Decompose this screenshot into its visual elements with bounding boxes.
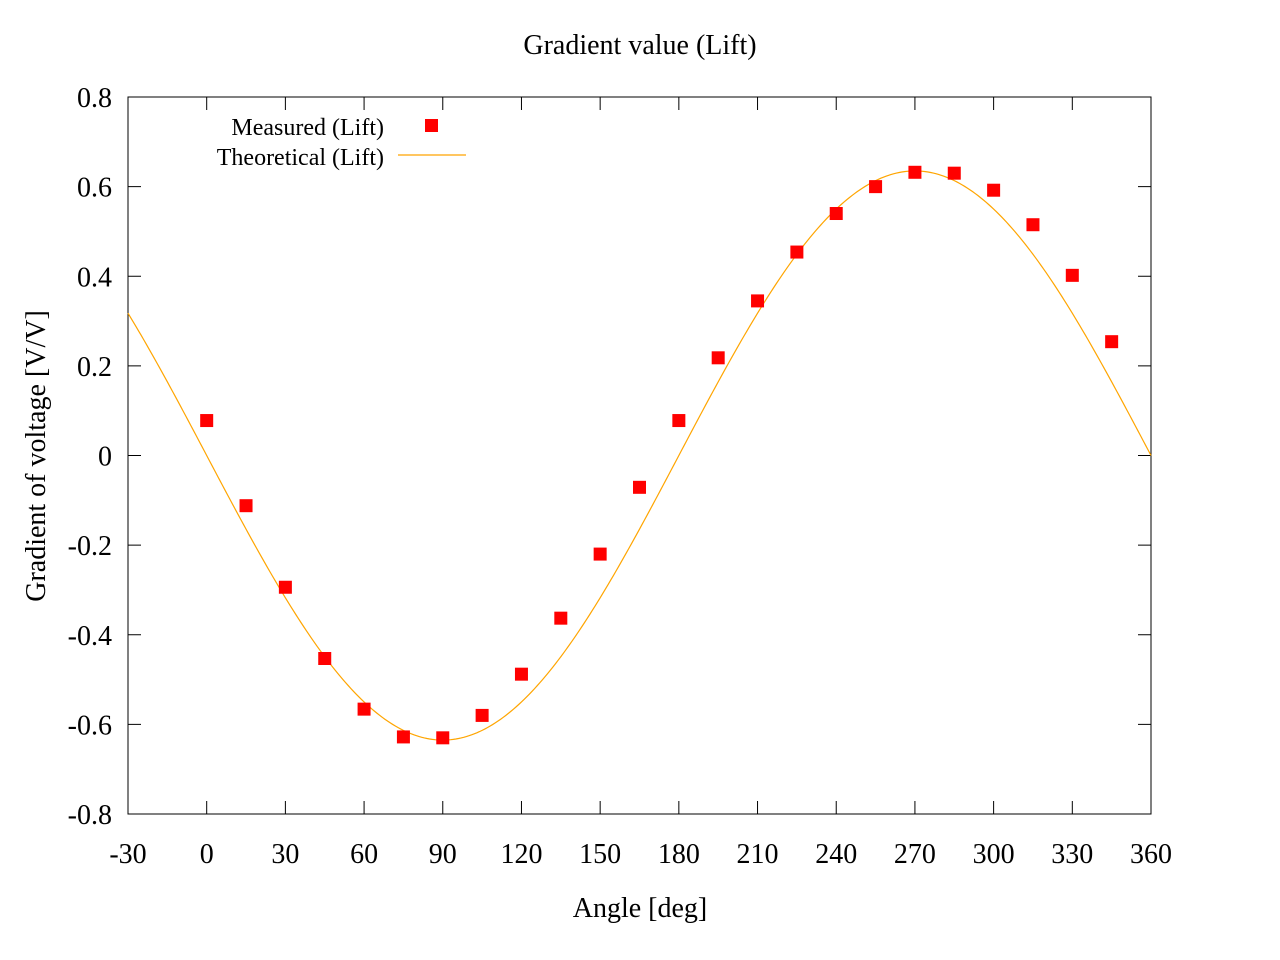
- legend-measured-marker: [425, 119, 438, 132]
- measured-point: [593, 547, 607, 561]
- theoretical-curve: [127, 170, 1152, 741]
- x-tick-label: 90: [429, 839, 457, 870]
- x-tick-label: 240: [815, 839, 857, 870]
- x-tick-label: 30: [271, 839, 299, 870]
- x-tick-label: 0: [200, 839, 214, 870]
- x-axis-label: Angle [deg]: [573, 893, 708, 924]
- y-tick-label: -0.6: [68, 710, 112, 741]
- measured-points-group: [200, 165, 1119, 745]
- measured-point: [987, 183, 1001, 197]
- y-tick-label: -0.2: [68, 531, 112, 562]
- x-tick-label: 330: [1051, 839, 1093, 870]
- measured-point: [908, 165, 922, 179]
- measured-point: [396, 730, 410, 744]
- y-tick-label: 0.8: [77, 83, 112, 114]
- y-tick-labels: -0.8 -0.6 -0.4 -0.2 0 0.2 0.4 0.6 0.8: [68, 83, 112, 831]
- x-tick-labels: -30 0 30 60 90 120 150 180 210 240 270 300 330 360: [109, 839, 1172, 870]
- x-tick-label: 180: [658, 839, 700, 870]
- measured-point: [357, 702, 371, 716]
- legend: Measured (Lift) Theoretical (Lift): [217, 115, 466, 171]
- legend-theoretical-label: Theoretical (Lift): [217, 145, 384, 171]
- measured-point: [278, 580, 292, 594]
- measured-point: [751, 294, 765, 308]
- measured-point: [1105, 335, 1119, 349]
- y-tick-label: 0.4: [77, 262, 112, 293]
- measured-point: [200, 414, 214, 428]
- x-tick-label: 360: [1130, 839, 1172, 870]
- axis-ticks: [127, 96, 1152, 815]
- x-tick-label: 120: [500, 839, 542, 870]
- measured-point: [633, 480, 646, 494]
- measured-point: [436, 731, 450, 745]
- measured-point: [318, 652, 332, 665]
- y-tick-label: 0.2: [77, 352, 112, 383]
- measured-point: [829, 207, 843, 221]
- chart-title: Gradient value (Lift): [523, 30, 756, 61]
- measured-point: [554, 611, 568, 625]
- measured-point: [514, 667, 528, 681]
- x-tick-label: -30: [109, 839, 146, 870]
- y-tick-label: -0.4: [68, 621, 112, 652]
- y-tick-label: 0: [98, 442, 112, 473]
- measured-point: [869, 180, 883, 194]
- x-tick-label: 210: [737, 839, 779, 870]
- measured-point: [947, 166, 961, 180]
- x-tick-label: 60: [350, 839, 378, 870]
- y-tick-label: 0.6: [77, 173, 112, 204]
- theoretical-curve-group: [127, 170, 1152, 741]
- x-tick-label: 150: [579, 839, 621, 870]
- measured-point: [239, 499, 253, 513]
- measured-point: [1026, 218, 1040, 232]
- measured-point: [790, 245, 804, 259]
- x-tick-label: 300: [973, 839, 1015, 870]
- measured-point: [672, 414, 686, 428]
- y-axis-label: Gradient of voltage [V/V]: [21, 310, 52, 602]
- measured-point: [475, 708, 489, 722]
- x-tick-label: 270: [894, 839, 936, 870]
- legend-measured-label: Measured (Lift): [231, 115, 384, 141]
- measured-point: [711, 351, 725, 365]
- plot-frame: [127, 96, 1152, 815]
- plot-border: [127, 96, 1152, 815]
- measured-point: [1065, 268, 1079, 282]
- y-tick-label: -0.8: [68, 800, 112, 831]
